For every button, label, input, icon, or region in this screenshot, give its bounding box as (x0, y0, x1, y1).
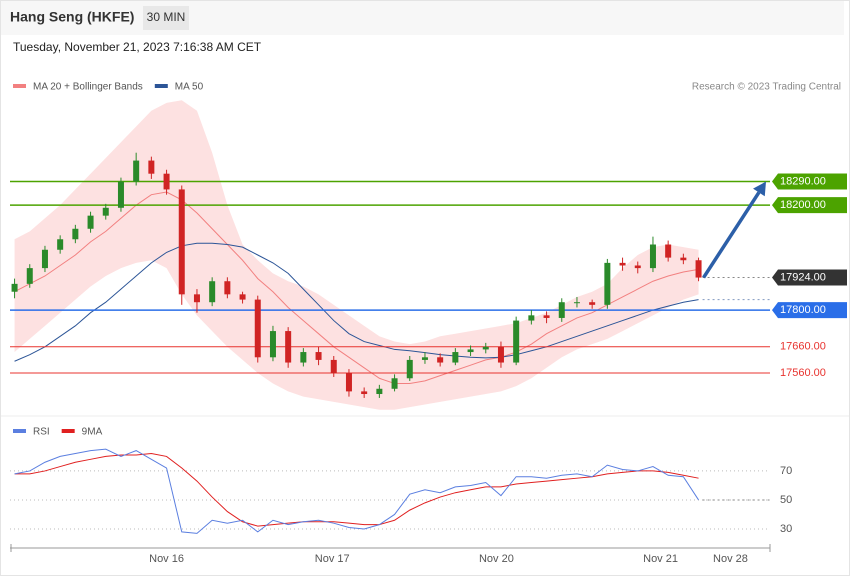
level-label: 18200.00 (780, 199, 826, 211)
level-tag (772, 269, 847, 286)
legend-label: MA 20 + Bollinger Bands (33, 82, 143, 93)
candle-body (695, 260, 702, 278)
candle-body (589, 302, 596, 305)
candle-body (285, 331, 292, 363)
candle-body (361, 391, 368, 395)
y-tick-label: 50 (780, 494, 792, 506)
candle-body (406, 359, 413, 379)
candle-body (649, 244, 656, 269)
candle-body (497, 346, 504, 363)
legend-swatch (154, 84, 168, 88)
x-tick-label: Nov 21 (643, 553, 678, 565)
level-tag (772, 173, 847, 190)
forecast-arrowhead (753, 181, 766, 197)
candle-body (57, 239, 64, 250)
candle-body (209, 281, 216, 303)
credit: Research © 2023 Trading Central (692, 82, 841, 93)
level-label: 17924.00 (780, 271, 826, 283)
candle-body (573, 302, 580, 304)
candle-body (543, 315, 550, 318)
candle-body (11, 283, 18, 292)
header-bar (1, 1, 844, 35)
candle-body (634, 265, 641, 269)
candle-body (513, 320, 520, 363)
candle-body (224, 281, 231, 295)
candle-body (26, 268, 33, 284)
level-label: 17560.00 (780, 367, 826, 379)
candle-body (680, 257, 687, 261)
candle-body (72, 228, 79, 240)
candle-body (437, 357, 444, 363)
rsi-line (14, 453, 699, 527)
candle-body (102, 207, 109, 216)
candle-body (330, 359, 337, 374)
level-tag (772, 197, 847, 214)
level-tag (772, 302, 847, 319)
level-label: 17800.00 (780, 304, 826, 316)
ma-line (14, 242, 699, 362)
candle-body (315, 352, 322, 360)
candle-body (117, 181, 124, 208)
candle-body (482, 346, 489, 350)
y-tick-label: 70 (780, 465, 792, 477)
candle-body (345, 373, 352, 392)
y-tick-label: 30 (780, 523, 792, 535)
candle-body (300, 352, 307, 363)
candle-body (178, 189, 185, 295)
legend-label: 9MA (82, 427, 103, 438)
candle-body (269, 331, 276, 358)
candle-body (254, 299, 261, 358)
candle-body (665, 244, 672, 258)
candle-body (421, 357, 428, 360)
timeframe-box[interactable] (143, 6, 189, 30)
candle-body (528, 315, 535, 321)
x-tick-label: Nov 28 (713, 553, 748, 565)
bollinger-band (14, 100, 699, 410)
legend-swatch (61, 429, 75, 433)
candle-body (558, 302, 565, 318)
candle-body (193, 294, 200, 303)
ma-line (14, 191, 699, 385)
candle-body (41, 249, 48, 269)
candle-body (376, 388, 383, 395)
candle-body (452, 352, 459, 363)
price-panel: 18290.00 18200.00 17924.00 17800.00 17660.00… (10, 82, 847, 410)
forecast-arrow (702, 191, 761, 279)
timestamp: Tuesday, November 21, 2023 7:16:38 AM CE… (13, 40, 262, 54)
legend-label: RSI (33, 427, 50, 438)
level-label: 17660.00 (780, 341, 826, 353)
level-label: 18290.00 (780, 175, 826, 187)
candle-body (148, 160, 155, 174)
candle-body (239, 294, 246, 300)
rsi-panel: 70 50 30 Nov 16 Nov 17 Nov 20 Nov 21 Nov 28 RSI 9… (10, 427, 792, 565)
candle-body (391, 378, 398, 389)
legend-label: MA 50 (175, 82, 204, 93)
candle-body (467, 349, 474, 353)
timeframe[interactable]: 30 MIN (147, 10, 186, 24)
candle-body (163, 173, 170, 190)
chart-title: Hang Seng (HKFE) (10, 9, 134, 25)
candle-body (87, 215, 94, 229)
legend-swatch (13, 429, 26, 433)
x-tick-label: Nov 17 (315, 553, 350, 565)
x-tick-label: Nov 16 (149, 553, 184, 565)
candle-body (619, 262, 626, 266)
candle-body (604, 262, 611, 305)
candle-body (133, 160, 140, 182)
legend-swatch (13, 84, 26, 88)
x-tick-label: Nov 20 (479, 553, 514, 565)
rsi-line (14, 448, 699, 534)
